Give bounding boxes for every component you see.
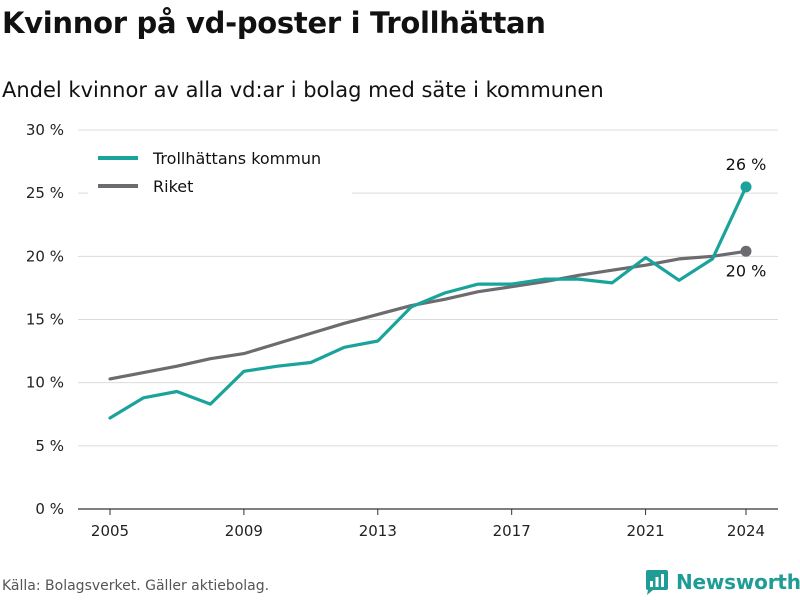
- x-tick-label: 2013: [359, 522, 397, 540]
- series-end-point: [740, 181, 752, 193]
- legend-label: Trollhättans kommun: [152, 149, 321, 168]
- x-tick-label: 2024: [727, 522, 765, 540]
- y-tick-label: 15 %: [26, 311, 64, 329]
- x-tick-label: 2009: [225, 522, 263, 540]
- y-tick-label: 0 %: [35, 500, 64, 518]
- brand-logo[interactable]: Newsworthy: [644, 568, 800, 596]
- brand-name: Newsworthy: [676, 570, 800, 594]
- y-tick-label: 25 %: [26, 184, 64, 202]
- y-tick-label: 30 %: [26, 121, 64, 139]
- series-line: [108, 185, 748, 420]
- x-tick-label: 2005: [91, 522, 129, 540]
- chart-subtitle: Andel kvinnor av alla vd:ar i bolag med …: [2, 78, 604, 102]
- end-value-label: 20 %: [726, 261, 767, 280]
- chart-title: Kvinnor på vd-poster i Trollhättan: [2, 6, 546, 40]
- source-note: Källa: Bolagsverket. Gäller aktiebolag.: [2, 578, 270, 594]
- newsworthy-logo-icon: [646, 570, 668, 595]
- end-value-label: 26 %: [726, 155, 767, 174]
- series-end-point: [740, 245, 752, 257]
- y-tick-label: 10 %: [26, 374, 64, 392]
- x-tick-label: 2021: [626, 522, 664, 540]
- y-tick-label: 5 %: [35, 437, 64, 455]
- x-tick-label: 2017: [493, 522, 531, 540]
- legend-label: Riket: [153, 177, 193, 196]
- y-tick-label: 20 %: [26, 247, 64, 265]
- series-line: [108, 249, 748, 381]
